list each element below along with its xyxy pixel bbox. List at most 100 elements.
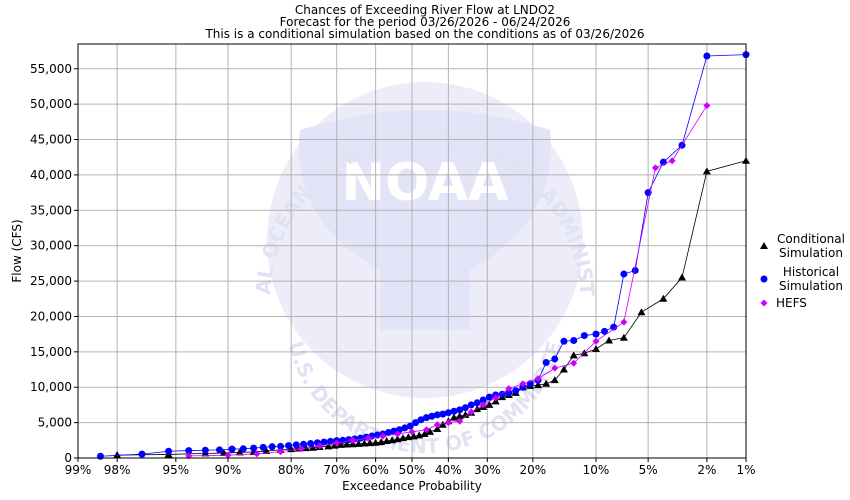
noaa-watermark-gull — [299, 110, 551, 330]
data-point — [703, 52, 711, 60]
data-point — [542, 379, 551, 387]
legend-marker — [760, 242, 768, 249]
data-point — [456, 406, 464, 414]
x-tick-label: 20% — [519, 463, 546, 477]
x-tick-label: 98% — [104, 463, 131, 477]
data-point — [620, 318, 628, 326]
data-point — [461, 404, 469, 412]
legend-marker — [760, 275, 768, 283]
x-tick-label: 5% — [639, 463, 658, 477]
data-point — [235, 448, 244, 456]
data-point — [357, 434, 365, 442]
data-point — [333, 439, 341, 447]
x-tick-label: 99% — [65, 463, 92, 477]
data-point — [580, 332, 588, 340]
legend: ConditionalSimulationHistoricalSimulatio… — [760, 232, 845, 310]
data-point — [277, 442, 285, 450]
data-point — [185, 447, 193, 455]
data-point — [485, 400, 494, 408]
data-point — [702, 167, 711, 175]
data-point — [379, 432, 387, 440]
data-point — [349, 436, 357, 444]
data-point — [297, 445, 305, 453]
data-point — [592, 330, 600, 338]
data-point — [394, 430, 402, 438]
y-axis-ticks: 0 5,000 10,000 15,000 20,000 25,000 30,000 35,0… — [30, 62, 78, 465]
x-tick-label: 40% — [435, 463, 462, 477]
data-point — [505, 385, 513, 393]
data-point — [450, 407, 458, 415]
data-point — [239, 445, 247, 453]
y-tick-label: 40,000 — [30, 168, 72, 182]
data-point — [285, 442, 293, 450]
plot-frame — [77, 43, 747, 459]
y-tick-label: 0 — [64, 451, 72, 465]
data-point — [620, 270, 628, 278]
data-point — [467, 401, 475, 409]
data-point — [113, 451, 122, 459]
x-axis-label: Exceedance Probability — [342, 479, 482, 493]
data-point — [591, 345, 600, 353]
data-point — [417, 416, 425, 424]
chart-title-line-2: Forecast for the period 03/26/2026 - 06/… — [280, 15, 571, 29]
data-point — [385, 429, 393, 437]
data-point — [505, 389, 513, 397]
x-tick-label: 30% — [474, 463, 501, 477]
legend-label: HEFS — [776, 296, 807, 310]
data-point — [216, 446, 224, 454]
data-point — [433, 421, 441, 429]
data-point — [364, 434, 372, 442]
y-tick-label: 20,000 — [30, 309, 72, 323]
y-tick-label: 5,000 — [38, 416, 72, 430]
y-tick-label: 45,000 — [30, 133, 72, 147]
y-tick-label: 25,000 — [30, 274, 72, 288]
data-point — [570, 359, 578, 367]
data-point — [659, 294, 668, 302]
data-point — [96, 452, 104, 460]
x-tick-label: 10% — [583, 463, 610, 477]
legend-label: Simulation — [779, 246, 843, 260]
data-point — [473, 399, 481, 407]
data-point — [551, 364, 559, 372]
data-point — [534, 381, 543, 389]
legend-label: Historical — [783, 265, 839, 279]
data-point — [326, 437, 334, 445]
data-point — [277, 448, 285, 456]
data-point — [228, 445, 236, 453]
data-point — [366, 439, 375, 447]
data-point — [250, 444, 258, 452]
data-point — [542, 358, 550, 366]
legend-label: Simulation — [779, 279, 843, 293]
data-point — [456, 417, 464, 425]
data-point — [300, 440, 308, 448]
data-point — [138, 450, 146, 458]
data-point — [461, 410, 470, 418]
noaa-watermark-wordmark: NOAA — [342, 153, 509, 213]
data-point — [492, 394, 500, 402]
data-point — [570, 337, 578, 345]
data-point — [592, 337, 600, 345]
x-tick-label: 80% — [278, 463, 305, 477]
data-point — [479, 396, 487, 404]
data-point — [439, 410, 447, 418]
data-point — [268, 443, 276, 451]
data-point — [342, 440, 351, 448]
data-point — [292, 441, 300, 449]
grid-lines — [77, 44, 747, 459]
y-tick-label: 30,000 — [30, 239, 72, 253]
data-point — [534, 375, 542, 383]
data-point — [259, 443, 267, 451]
data-point — [316, 442, 324, 450]
x-tick-label: 50% — [399, 463, 426, 477]
data-point — [433, 424, 442, 432]
data-point — [444, 409, 452, 417]
x-tick-label: 2% — [697, 463, 716, 477]
x-tick-label: 1% — [736, 463, 755, 477]
data-point — [307, 439, 315, 447]
chart-title-line-1: Chances of Exceeding River Flow at LNDO2 — [295, 3, 555, 17]
x-tick-label: 60% — [362, 463, 389, 477]
data-point — [703, 102, 711, 110]
data-point — [619, 333, 628, 341]
y-axis-label: Flow (CFS) — [10, 219, 24, 282]
data-point — [360, 439, 369, 447]
